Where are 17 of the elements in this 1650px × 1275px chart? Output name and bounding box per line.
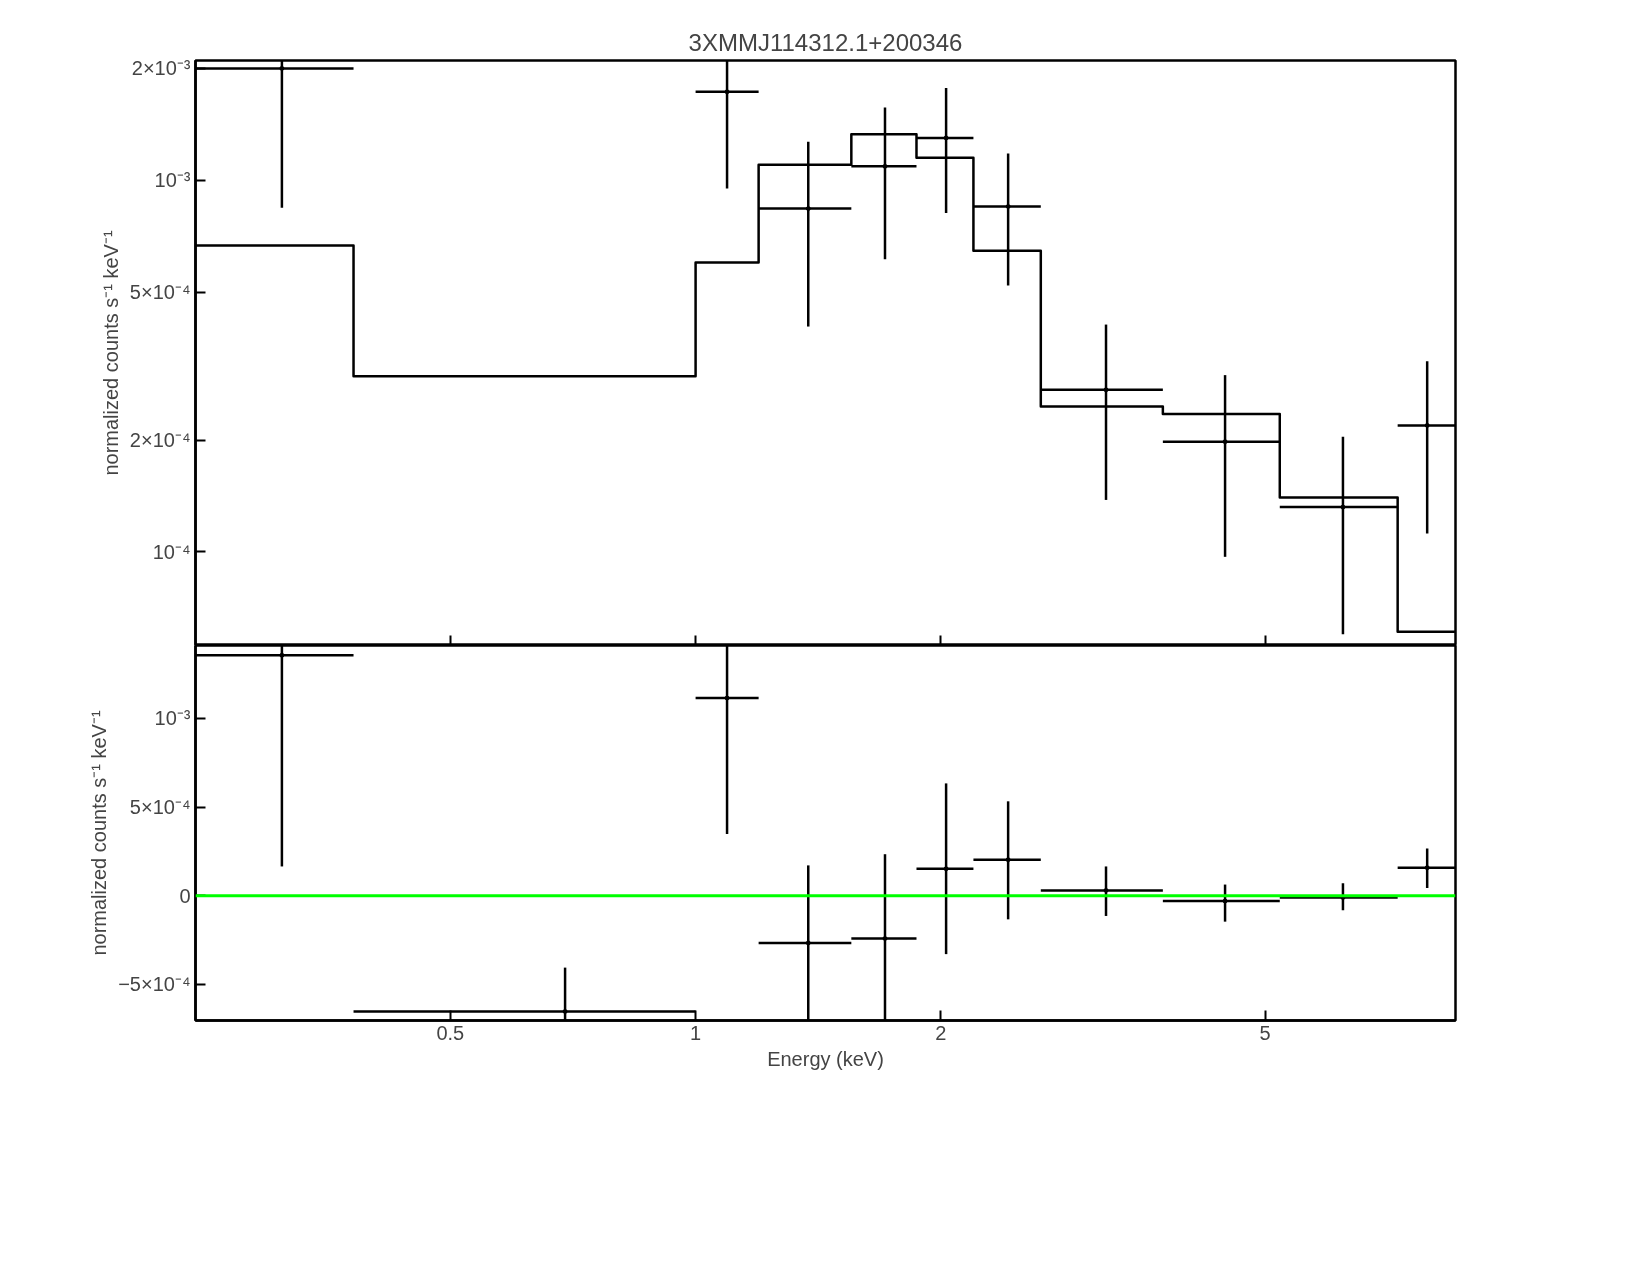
y-tick-label: 2×10⁻⁴ xyxy=(129,429,191,452)
y-tick-label: 5×10⁻⁴ xyxy=(129,796,191,818)
x-tick-label: 1 xyxy=(690,1021,702,1044)
chart-title: 3XMMJ114312.1+200346 xyxy=(688,28,963,56)
x-tick-label: 0.5 xyxy=(436,1021,465,1044)
y-tick-label: 10⁻³ xyxy=(154,707,191,730)
y-axis-title: normalized counts s⁻¹ keV⁻¹ xyxy=(99,230,122,476)
y-tick-label: 5×10⁻⁴ xyxy=(129,281,191,304)
y-tick-label: −5×10⁻⁴ xyxy=(118,973,191,996)
y-tick-label: 10⁻⁴ xyxy=(152,540,191,563)
x-tick-label: 5 xyxy=(1259,1021,1271,1044)
y-tick-label: 10⁻³ xyxy=(154,169,191,192)
y-axis-title: normalized counts s⁻¹ keV⁻¹ xyxy=(88,710,111,956)
y-tick-label: 0 xyxy=(179,884,191,907)
x-axis-title: Energy (keV) xyxy=(767,1047,884,1070)
y-tick-label: 2×10⁻³ xyxy=(131,57,191,80)
x-tick-label: 2 xyxy=(935,1021,947,1044)
